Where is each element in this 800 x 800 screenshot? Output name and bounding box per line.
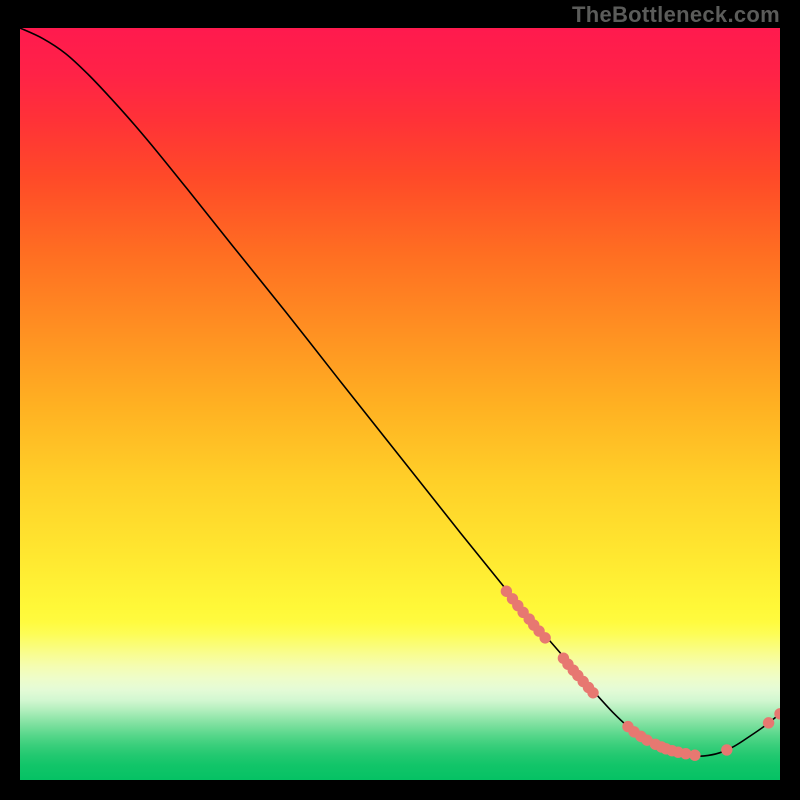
marker-group bbox=[501, 586, 780, 760]
data-marker bbox=[722, 745, 732, 755]
data-marker bbox=[540, 633, 550, 643]
watermark-text: TheBottleneck.com bbox=[572, 2, 780, 28]
data-marker bbox=[763, 718, 773, 728]
plot-area bbox=[20, 28, 780, 780]
chart-stage: TheBottleneck.com bbox=[0, 0, 800, 800]
data-marker bbox=[588, 688, 598, 698]
data-marker bbox=[690, 750, 700, 760]
curve-layer bbox=[20, 28, 780, 780]
bottleneck-curve bbox=[20, 28, 780, 756]
